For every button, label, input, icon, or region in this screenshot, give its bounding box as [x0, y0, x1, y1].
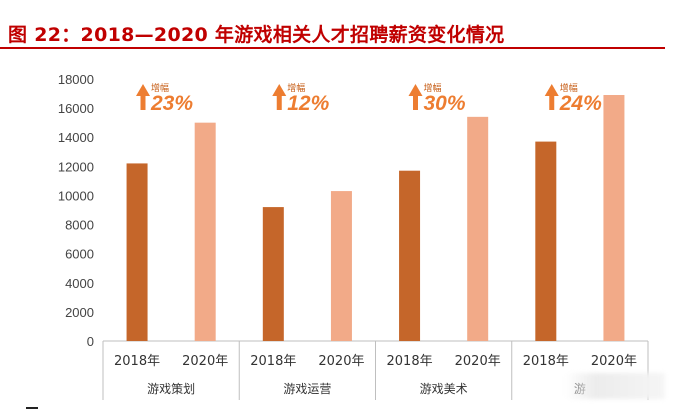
x-tick-label: 2018年 — [250, 354, 296, 369]
x-tick-label: 2020年 — [318, 354, 364, 369]
up-arrow-shaft — [140, 95, 146, 110]
y-tick-label: 4000 — [65, 276, 94, 291]
bar-2018 — [399, 170, 421, 341]
growth-value: 23% — [150, 92, 193, 115]
y-tick-label: 0 — [87, 334, 94, 349]
y-tick-label: 2000 — [65, 305, 94, 320]
growth-label: 增幅 — [151, 82, 169, 94]
bar-2020 — [603, 95, 625, 341]
up-arrow-shaft — [549, 95, 555, 110]
growth-value: 30% — [424, 92, 466, 115]
figure-title: 图 22：2018—2020 年游戏相关人才招聘薪资变化情况 — [8, 24, 505, 46]
y-tick-label: 16000 — [58, 101, 94, 116]
bar-2018 — [262, 207, 284, 341]
footnote-mark — [26, 407, 38, 409]
bar-2018 — [535, 141, 557, 341]
x-tick-label: 2020年 — [182, 354, 228, 369]
title-underline — [0, 47, 665, 49]
x-tick-label: 2018年 — [387, 354, 433, 369]
growth-label: 增幅 — [424, 82, 442, 94]
y-tick-label: 18000 — [58, 72, 94, 87]
x-tick-label: 2018年 — [523, 354, 569, 369]
growth-value: 12% — [287, 92, 329, 115]
growth-label: 增幅 — [287, 82, 305, 94]
growth-label: 增幅 — [560, 82, 578, 94]
up-arrow-icon — [136, 84, 150, 96]
x-tick-label: 2018年 — [114, 354, 160, 369]
y-tick-label: 8000 — [65, 218, 94, 233]
y-tick-label: 6000 — [65, 247, 94, 262]
y-tick-label: 14000 — [58, 130, 94, 145]
group-label: 游戏美术 — [420, 382, 468, 396]
bar-2020 — [467, 116, 489, 341]
y-tick-label: 10000 — [58, 188, 94, 203]
up-arrow-icon — [272, 84, 287, 96]
bar-2018 — [126, 163, 148, 341]
up-arrow-shaft — [276, 95, 282, 110]
bar-2020 — [330, 191, 352, 341]
x-tick-label: 2020年 — [455, 354, 501, 369]
growth-value: 24% — [559, 92, 602, 115]
x-tick-label: 2020年 — [591, 354, 637, 369]
watermark-blur — [565, 373, 665, 399]
y-tick-label: 12000 — [58, 159, 94, 174]
group-label: 游戏策划 — [147, 382, 195, 396]
up-arrow-icon — [544, 84, 559, 96]
bar-2020 — [194, 122, 216, 342]
group-label: 游戏运营 — [283, 382, 331, 396]
up-arrow-shaft — [413, 95, 418, 110]
up-arrow-icon — [408, 84, 423, 96]
